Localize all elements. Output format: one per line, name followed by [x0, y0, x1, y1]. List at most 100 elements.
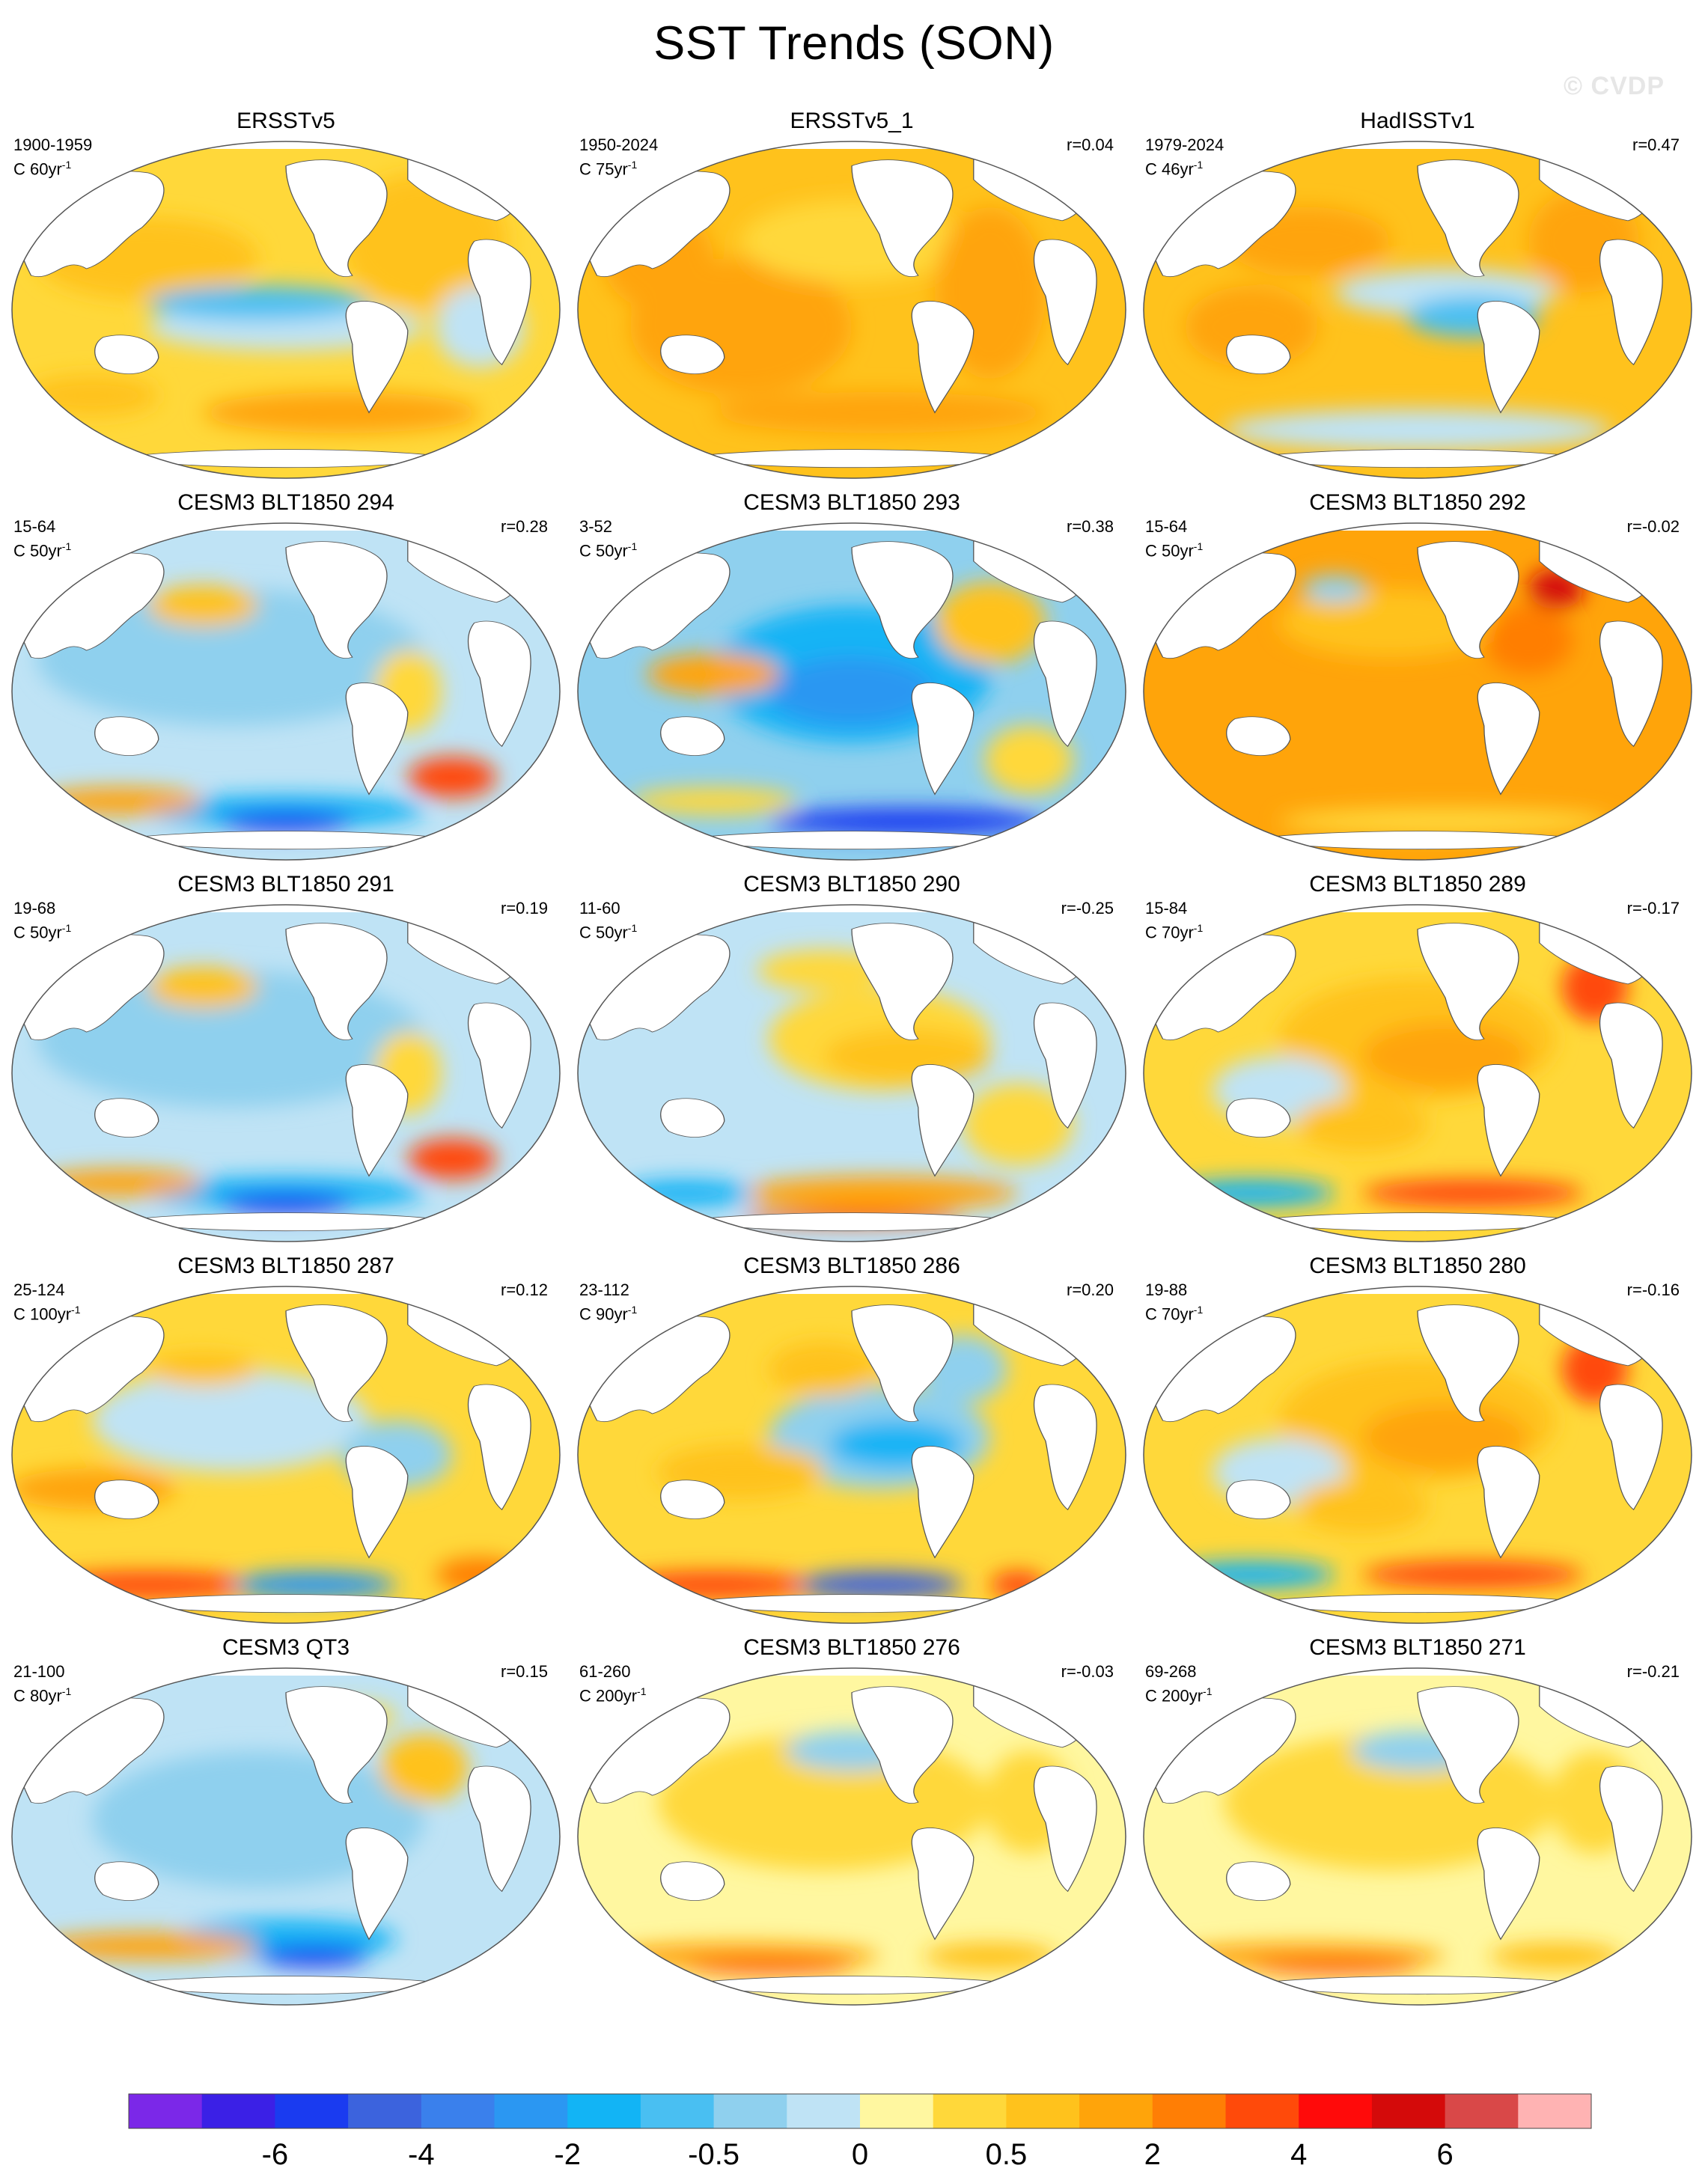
anomaly-region — [796, 1571, 963, 1599]
sst-trend-map — [577, 1286, 1126, 1624]
polar-mask — [1144, 905, 1692, 912]
map-border — [1143, 904, 1692, 1242]
year-range: 3-52 — [579, 517, 613, 536]
pattern-correlation: r=0.12 — [501, 1280, 548, 1299]
colorbar-swatch — [1445, 2094, 1519, 2128]
polar-mask — [12, 905, 560, 912]
continent-outline — [467, 1765, 531, 1893]
panel-period-info: 61-260 C 200yr-1 — [579, 1662, 647, 1706]
panel-period-info: 21-100 C 80yr-1 — [13, 1662, 71, 1706]
continent-outline — [1226, 335, 1291, 374]
trend-units: C 75yr-1 — [579, 159, 638, 179]
colorbar-swatch — [275, 2094, 349, 2128]
pattern-correlation: r=-0.03 — [1061, 1662, 1114, 1681]
colorbar-swatch — [1299, 2094, 1373, 2128]
sst-trend-map — [577, 141, 1126, 479]
panel-period-info: 19-68 C 50yr-1 — [13, 899, 71, 942]
anomaly-region — [630, 787, 796, 815]
colorbar-swatch — [860, 2094, 934, 2128]
sst-trend-map — [577, 522, 1126, 861]
continent-outline — [285, 1686, 388, 1804]
continent-outline — [345, 683, 409, 796]
map-panel: CESM3 BLT1850 290 11-60 C 50yr-1 r=-0.25 — [575, 872, 1129, 1246]
trend-units: C 50yr-1 — [579, 540, 638, 561]
pattern-correlation: r=0.19 — [501, 899, 548, 918]
continent-outline — [660, 1098, 725, 1138]
anomaly-region — [219, 811, 353, 832]
continent-outline — [851, 159, 954, 278]
panel-period-info: 15-64 C 50yr-1 — [13, 517, 71, 561]
pattern-correlation: r=-0.02 — [1626, 517, 1680, 536]
pattern-correlation: r=0.38 — [1067, 517, 1114, 536]
continent-outline — [94, 1480, 159, 1519]
panel-title: CESM3 BLT1850 271 — [1309, 1635, 1526, 1660]
colorbar-swatch — [640, 2094, 715, 2128]
polar-mask — [1144, 141, 1692, 149]
panel-title: ERSSTv5 — [237, 109, 335, 133]
panel-title: ERSSTv5_1 — [790, 109, 914, 133]
year-range: 15-84 — [1145, 899, 1188, 918]
continent-outline — [285, 923, 388, 1041]
year-range: 11-60 — [579, 899, 620, 918]
panel-title: CESM3 BLT1850 276 — [743, 1635, 960, 1660]
continent-outline — [345, 1828, 409, 1941]
anomaly-region — [1483, 605, 1573, 675]
trend-units: C 46yr-1 — [1145, 159, 1204, 179]
sst-trend-map — [1143, 1667, 1692, 2006]
year-range: 15-64 — [13, 517, 56, 536]
trend-units: C 60yr-1 — [13, 159, 72, 179]
anomaly-region — [686, 1959, 852, 1974]
continent-outline — [911, 683, 975, 796]
colorbar-tick-label: 0.5 — [986, 2138, 1028, 2171]
map-panel: CESM3 BLT1850 294 15-64 C 50yr-1 r=0.28 — [9, 490, 563, 864]
trend-units: C 50yr-1 — [1145, 540, 1204, 561]
colorbar-swatch — [713, 2094, 787, 2128]
sst-trend-map — [1143, 141, 1692, 479]
continent-outline — [1599, 1384, 1663, 1511]
land-mask — [583, 1301, 1097, 1613]
polar-mask — [1144, 1286, 1692, 1294]
pattern-correlation: r=0.20 — [1067, 1280, 1114, 1299]
year-range: 19-68 — [13, 899, 56, 918]
sst-trend-map — [11, 141, 561, 479]
polar-mask — [12, 1286, 560, 1294]
panel-title: CESM3 BLT1850 293 — [743, 490, 960, 515]
map-border — [577, 522, 1126, 861]
anomaly-region — [1362, 1179, 1584, 1207]
continent-outline — [911, 1064, 975, 1177]
continent-outline — [1599, 620, 1663, 748]
continent-outline — [345, 1446, 409, 1559]
map-border — [1143, 141, 1692, 479]
anomaly-region — [1489, 1943, 1623, 1970]
colorbar-tick-label: -6 — [262, 2138, 289, 2171]
colorbar-tick-label: 2 — [1144, 2138, 1161, 2171]
colorbar-swatch — [129, 2094, 203, 2128]
map-border — [577, 1667, 1126, 2006]
panel-period-info: 1900-1959 C 60yr-1 — [13, 135, 92, 179]
continent-outline — [345, 301, 409, 414]
panel-period-info: 15-64 C 50yr-1 — [1145, 517, 1203, 561]
polar-mask — [1144, 523, 1692, 531]
land-mask — [17, 537, 531, 850]
continent-outline — [1477, 1828, 1540, 1941]
anomaly-region — [924, 1943, 1057, 1970]
sst-trend-map — [1143, 904, 1692, 1242]
anomaly-region — [203, 391, 480, 433]
colorbar-swatch — [201, 2094, 275, 2128]
map-panel: CESM3 BLT1850 289 15-84 C 70yr-1 r=-0.17 — [1141, 872, 1695, 1246]
year-range: 1979-2024 — [1145, 135, 1224, 154]
anomaly-region — [1296, 1479, 1429, 1534]
map-border — [577, 904, 1126, 1242]
map-border — [1143, 1286, 1692, 1624]
map-border — [11, 1286, 561, 1624]
continent-outline — [94, 1861, 159, 1901]
anomaly-region — [1224, 409, 1611, 451]
map-panel: CESM3 BLT1850 291 19-68 C 50yr-1 r=0.19 — [9, 872, 563, 1246]
panel-title: CESM3 BLT1850 294 — [177, 490, 394, 515]
year-range: 1900-1959 — [13, 135, 93, 154]
map-border — [11, 904, 561, 1242]
colorbar-tick-label: -4 — [408, 2138, 435, 2171]
panel-title: HadISSTv1 — [1360, 109, 1475, 133]
panel-period-info: 11-60 C 50yr-1 — [579, 899, 637, 942]
colorbar-swatch — [348, 2094, 422, 2128]
